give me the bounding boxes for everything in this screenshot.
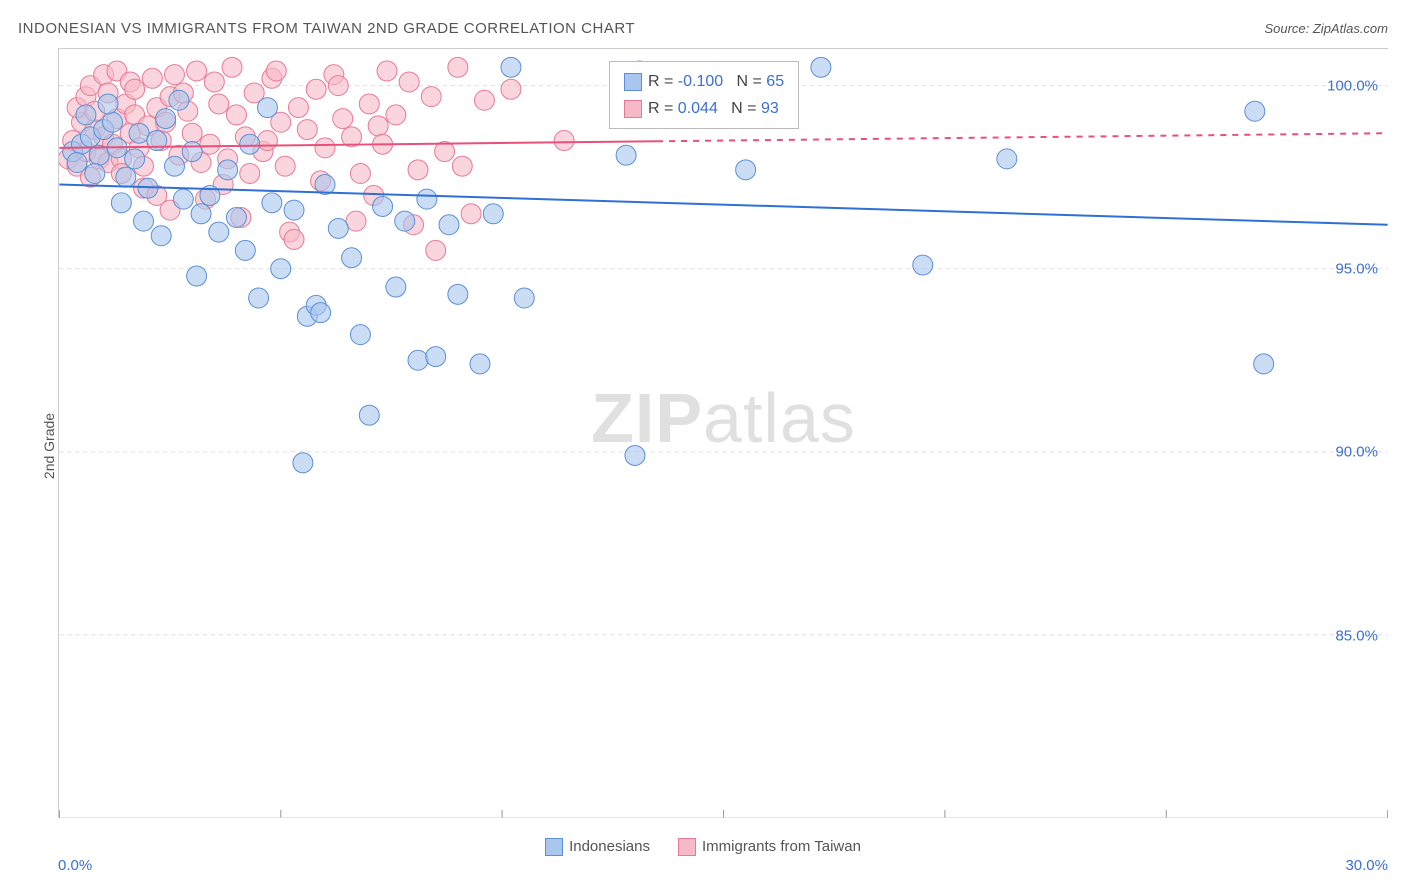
ytick-label: 95.0% — [1335, 261, 1378, 278]
stats-box: R = -0.100 N = 65R = 0.044 N = 93 — [609, 61, 799, 129]
stats-row: R = 0.044 N = 93 — [624, 95, 784, 122]
stats-swatch — [624, 73, 642, 91]
plot-area: ZIPatlas R = -0.100 N = 65R = 0.044 N = … — [58, 48, 1388, 818]
stats-R-value: 0.044 — [678, 95, 718, 122]
stats-R-label: R = — [648, 68, 678, 95]
legend-swatch — [545, 838, 563, 856]
chart-title: INDONESIAN VS IMMIGRANTS FROM TAIWAN 2ND… — [18, 20, 635, 37]
stats-N-value: 93 — [761, 95, 779, 122]
source-name: ZipAtlas.com — [1313, 21, 1388, 36]
legend-label: Immigrants from Taiwan — [702, 838, 861, 855]
stats-R-value: -0.100 — [678, 68, 723, 95]
xtick-max: 30.0% — [1345, 857, 1388, 874]
title-bar: INDONESIAN VS IMMIGRANTS FROM TAIWAN 2ND… — [18, 20, 1388, 37]
source-prefix: Source: — [1264, 21, 1312, 36]
legend: Indonesians Immigrants from Taiwan — [0, 838, 1406, 856]
legend-item: Indonesians — [545, 838, 650, 855]
ytick-label: 100.0% — [1327, 77, 1378, 94]
source-text: Source: ZipAtlas.com — [1264, 21, 1388, 36]
xtick-min: 0.0% — [58, 857, 92, 874]
stats-swatch — [624, 100, 642, 118]
stats-N-label: N = — [723, 68, 766, 95]
y-axis-label: 2nd Grade — [41, 413, 57, 479]
legend-label: Indonesians — [569, 838, 650, 855]
stats-N-label: N = — [718, 95, 761, 122]
ytick-label: 90.0% — [1335, 444, 1378, 461]
stats-R-label: R = — [648, 95, 678, 122]
ytick-label: 85.0% — [1335, 627, 1378, 644]
stats-row: R = -0.100 N = 65 — [624, 68, 784, 95]
scatter-svg — [59, 49, 1388, 818]
legend-item: Immigrants from Taiwan — [678, 838, 861, 855]
legend-swatch — [678, 838, 696, 856]
stats-N-value: 65 — [766, 68, 784, 95]
x-axis-labels: 0.0% 30.0% — [58, 857, 1388, 874]
